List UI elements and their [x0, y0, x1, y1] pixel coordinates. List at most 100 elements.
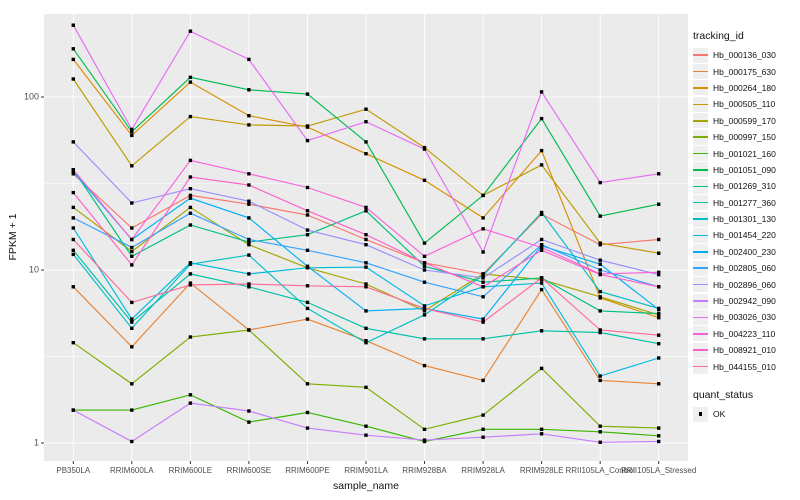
legend-item-label: Hb_000136_030: [713, 50, 776, 61]
series-color-line: [693, 103, 708, 106]
data-point: [188, 196, 193, 200]
data-point: [598, 374, 602, 378]
data-point: [130, 263, 134, 267]
legend-item-label: Hb_008921_010: [713, 345, 776, 356]
series-color-line: [693, 251, 708, 253]
data-point: [481, 378, 485, 383]
data-point: [539, 148, 544, 153]
data-point: [188, 272, 193, 276]
data-point: [539, 432, 544, 436]
legend-item-Hb_001301_130: Hb_001301_130: [693, 211, 799, 227]
x-axis-title: sample_name: [333, 480, 399, 492]
y-axis-title: FPKM + 1: [6, 213, 19, 261]
data-point: [598, 328, 602, 332]
data-point: [657, 237, 661, 242]
x-tick-label: RRIM928LE: [519, 466, 564, 475]
legend-key-swatch: [693, 244, 708, 260]
data-point: [188, 261, 193, 265]
data-point: [305, 410, 310, 415]
data-point: [481, 280, 485, 284]
data-point: [598, 258, 602, 262]
data-point: [305, 213, 310, 217]
data-point: [422, 280, 427, 284]
data-point: [71, 47, 75, 51]
data-point: [364, 261, 368, 265]
data-point: [130, 439, 134, 444]
x-tick-label: RRIM600LE: [168, 466, 213, 475]
data-point: [247, 272, 251, 276]
series-color-line: [693, 54, 708, 56]
legend-item-label: Hb_002942_090: [713, 296, 776, 307]
data-point: [247, 253, 251, 257]
data-point: [598, 424, 602, 428]
data-point: [188, 158, 193, 163]
data-point: [539, 116, 544, 121]
legend-tracking-items: Hb_000136_030 Hb_000175_630 Hb_000264_180 H…: [693, 47, 799, 375]
data-point: [247, 328, 251, 332]
data-point: [71, 341, 75, 345]
legend: tracking_id Hb_000136_030 Hb_000175_630 Hb…: [693, 30, 799, 422]
y-tick-label: 100: [23, 91, 39, 102]
series-color-line: [693, 201, 708, 204]
data-point: [305, 138, 310, 143]
data-point: [247, 57, 251, 62]
legend-key-swatch: [693, 64, 708, 80]
data-point: [247, 409, 251, 413]
data-point: [130, 382, 134, 386]
data-point: [422, 241, 427, 245]
data-point: [364, 107, 368, 111]
legend-key-swatch: [693, 47, 708, 63]
data-point: [364, 424, 368, 428]
data-point: [130, 326, 134, 330]
data-point: [481, 276, 485, 280]
data-point: [188, 80, 193, 84]
legend-key-swatch: [693, 260, 708, 276]
data-point: [188, 75, 193, 79]
data-point: [247, 216, 251, 220]
legend-title-quant-status: quant_status: [693, 388, 754, 401]
series-color-line: [693, 70, 708, 73]
data-point: [598, 262, 602, 266]
data-point: [130, 320, 134, 324]
data-point: [364, 265, 368, 269]
data-point: [364, 233, 368, 237]
data-point: [657, 382, 661, 386]
legend-key-swatch: [693, 146, 708, 162]
data-point: [71, 205, 75, 210]
legend-item-label: Hb_000997_150: [713, 132, 776, 143]
x-tick-label: PB350LA: [56, 466, 91, 475]
data-point: [188, 114, 193, 119]
data-point: [130, 345, 134, 349]
data-point: [71, 172, 75, 176]
data-point: [305, 284, 310, 288]
legend-item-label: Hb_002896_060: [713, 279, 776, 290]
data-point: [657, 285, 661, 289]
data-point: [130, 300, 134, 305]
legend-item-label: Hb_004223_110: [713, 328, 776, 339]
data-point: [657, 342, 661, 346]
data-point: [364, 237, 368, 242]
data-point: [598, 214, 602, 218]
data-point: [657, 311, 661, 316]
data-point: [539, 210, 544, 215]
x-tick-label: RRIM928LA: [461, 466, 505, 475]
legend-key-swatch: [693, 406, 708, 422]
legend-key-swatch: [693, 96, 708, 112]
data-point: [598, 241, 602, 245]
data-point: [71, 57, 75, 62]
data-point: [247, 123, 251, 127]
data-point: [364, 385, 368, 389]
legend-item-Hb_002805_060: Hb_002805_060: [693, 260, 799, 276]
data-point: [539, 245, 544, 250]
data-point: [188, 205, 193, 210]
legend-item-Hb_000175_630: Hb_000175_630: [693, 63, 799, 80]
data-point: [247, 282, 251, 286]
data-point: [130, 133, 134, 138]
quant-point-marker: [698, 412, 703, 416]
data-point: [364, 326, 368, 330]
data-point: [71, 140, 75, 144]
data-point: [364, 282, 368, 286]
data-point: [481, 285, 485, 289]
data-point: [364, 209, 368, 213]
